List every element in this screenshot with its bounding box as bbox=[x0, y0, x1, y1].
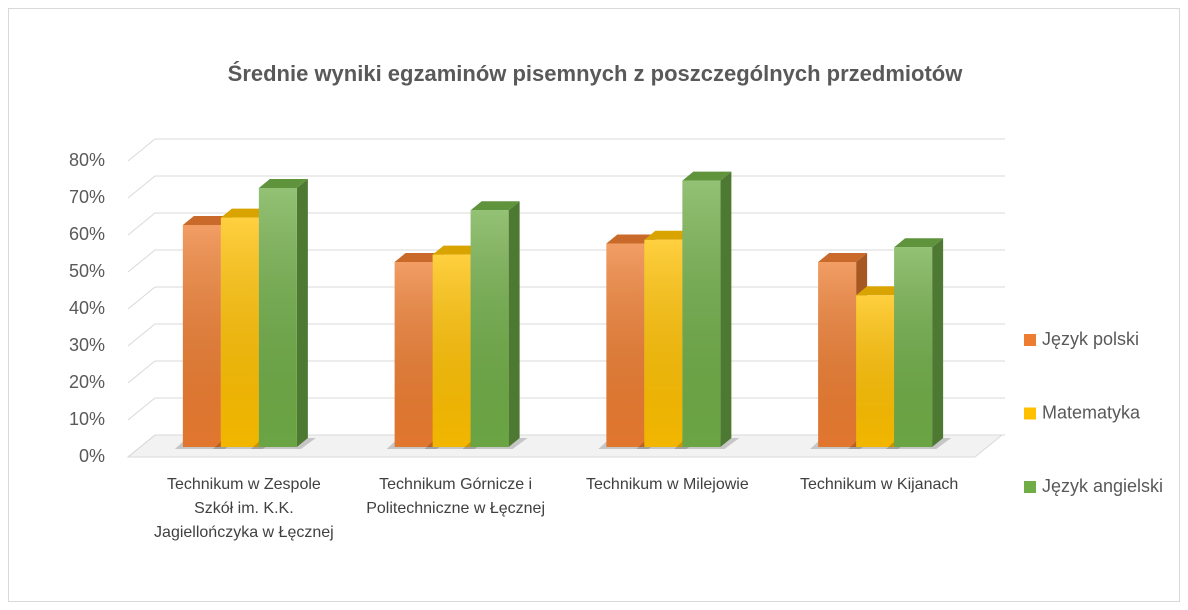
bar-top bbox=[182, 216, 232, 225]
bar-side bbox=[508, 201, 520, 447]
y-tick-label: 0% bbox=[79, 446, 105, 466]
bar-shine bbox=[644, 239, 683, 447]
y-tick-label: 10% bbox=[69, 409, 105, 429]
legend-swatch bbox=[1024, 481, 1036, 493]
bar-top bbox=[856, 286, 906, 296]
x-tick-label: Technikum w Milejowie bbox=[586, 476, 749, 493]
bar-shine bbox=[258, 188, 297, 447]
bar-top bbox=[394, 253, 444, 262]
legend-swatch bbox=[1024, 407, 1036, 420]
bar-side bbox=[296, 179, 308, 447]
y-tick-label: 70% bbox=[69, 187, 105, 207]
bar-shine bbox=[182, 225, 221, 447]
bar-side bbox=[720, 171, 732, 447]
x-tick-label: Technikum Górnicze i Politechniczne w Łę… bbox=[366, 476, 545, 517]
bar-shine bbox=[432, 254, 471, 447]
legend-swatch bbox=[1024, 334, 1036, 346]
bar-top bbox=[220, 208, 270, 218]
bar-top bbox=[470, 201, 520, 211]
chart-title: Średnie wyniki egzaminów pisemnych z pos… bbox=[228, 61, 964, 86]
legend-label: Język polski bbox=[1042, 329, 1139, 349]
y-tick-label: 30% bbox=[69, 335, 105, 355]
bar-shine bbox=[818, 262, 857, 447]
bar-shine bbox=[470, 210, 509, 447]
bar-shine bbox=[220, 217, 259, 447]
y-tick-label: 40% bbox=[69, 298, 105, 318]
y-tick-label: 80% bbox=[69, 150, 105, 170]
bar-top bbox=[644, 230, 694, 240]
bar-top bbox=[894, 238, 944, 248]
bar-top bbox=[682, 171, 732, 181]
bar-shine bbox=[894, 247, 933, 447]
legend-label: Matematyka bbox=[1042, 402, 1141, 422]
y-tick-label: 60% bbox=[69, 224, 105, 244]
bar-shine bbox=[682, 180, 721, 447]
bar-top bbox=[606, 234, 656, 244]
bar-top bbox=[818, 253, 868, 262]
x-tick-label: Technikum w Zespole Szkół im. K.K. Jagie… bbox=[154, 476, 334, 541]
bar-shine bbox=[606, 243, 645, 447]
y-tick-label: 50% bbox=[69, 261, 105, 281]
y-tick-label: 20% bbox=[69, 372, 105, 392]
bar-top bbox=[432, 245, 482, 255]
bar-side bbox=[932, 238, 944, 447]
grid-line bbox=[127, 138, 1005, 162]
bar-top bbox=[258, 179, 308, 188]
bar-shine bbox=[856, 295, 895, 447]
legend-label: Język angielski bbox=[1042, 476, 1163, 496]
x-tick-label: Technikum w Kijanach bbox=[799, 476, 959, 493]
bar-shine bbox=[394, 262, 433, 447]
